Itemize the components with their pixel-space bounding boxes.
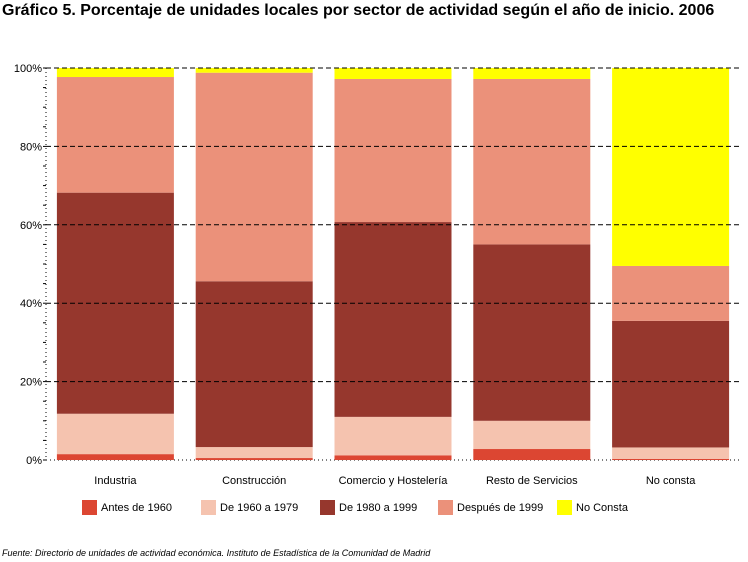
source-note: Fuente: Directorio de unidades de activi… (2, 548, 431, 558)
bar-5-series-3 (612, 320, 730, 448)
legend-swatch (320, 500, 335, 515)
x-tick-label: Industria (94, 475, 137, 487)
chart-title: Gráfico 5. Porcentaje de unidades locale… (2, 2, 715, 19)
bar-3-series-3 (334, 222, 452, 417)
bar-1-series-1 (56, 454, 174, 460)
bar-5-series-1 (612, 458, 730, 460)
bars (56, 68, 730, 460)
y-tick-label: 40% (20, 298, 42, 310)
legend-label: De 1980 a 1999 (339, 501, 418, 514)
bar-3-series-5 (334, 68, 452, 79)
bar-5-series-5 (612, 68, 730, 266)
bar-4-series-4 (473, 78, 591, 245)
legend-item: De 1960 a 1979 (201, 500, 298, 515)
y-tick-label: 0% (26, 455, 42, 467)
stacked-bar-chart: 0% 20% 40% 60% 80% 100% Industria Construcción… (14, 63, 740, 487)
y-axis: 0% 20% 40% 60% 80% 100% (14, 63, 740, 467)
bar-4-series-2 (473, 420, 591, 450)
legend-item: Antes de 1960 (82, 500, 172, 515)
bar-3-series-4 (334, 78, 452, 223)
legend-item: Después de 1999 (438, 500, 543, 515)
bar-1-series-5 (56, 68, 174, 78)
bar-4-series-5 (473, 68, 591, 79)
y-tick-label: 80% (20, 141, 42, 153)
bar-2-series-1 (195, 458, 313, 460)
bar-1-series-2 (56, 413, 174, 455)
x-tick-label: No consta (646, 475, 696, 487)
y-tick-label: 20% (20, 377, 42, 389)
bar-4-series-1 (473, 449, 591, 460)
gridlines (46, 67, 740, 383)
legend-label: De 1960 a 1979 (220, 501, 299, 514)
bar-2-series-3 (195, 281, 313, 448)
bar-5-series-2 (612, 447, 730, 459)
legend-swatch (438, 500, 453, 515)
bar-4-series-3 (473, 244, 591, 421)
x-axis-labels: Industria Construcción Comercio y Hosteler… (94, 475, 696, 487)
legend-item: No Consta (557, 500, 628, 515)
x-tick-label: Construcción (222, 475, 286, 487)
legend-swatch (82, 500, 97, 515)
bar-5-series-4 (612, 265, 730, 321)
bar-1-series-4 (56, 77, 174, 193)
legend-label: Después de 1999 (457, 501, 544, 514)
bar-2-series-2 (195, 447, 313, 459)
y-tick-label: 60% (20, 220, 42, 232)
x-tick-label: Comercio y Hostelería (339, 475, 449, 487)
legend-item: De 1980 a 1999 (320, 500, 417, 515)
legend-label: Antes de 1960 (101, 501, 172, 514)
legend-swatch (557, 500, 572, 515)
bar-3-series-2 (334, 416, 452, 456)
bar-2-series-4 (195, 72, 313, 282)
bar-2-series-5 (195, 68, 313, 73)
legend-swatch (201, 500, 216, 515)
x-tick-label: Resto de Servicios (486, 475, 578, 487)
legend-label: No Consta (576, 501, 628, 514)
bar-3-series-1 (334, 455, 452, 460)
y-tick-label: 100% (14, 63, 42, 75)
legend: Antes de 1960 De 1960 a 1979 De 1980 a 199… (0, 500, 748, 524)
